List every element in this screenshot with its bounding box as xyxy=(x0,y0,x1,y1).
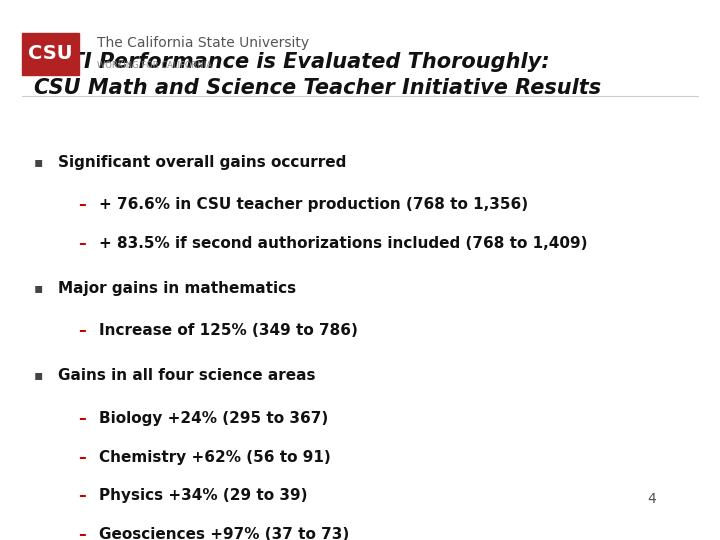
Text: –: – xyxy=(78,488,86,503)
Text: –: – xyxy=(78,411,86,426)
Text: Geosciences +97% (37 to 73): Geosciences +97% (37 to 73) xyxy=(99,527,349,540)
Text: Major gains in mathematics: Major gains in mathematics xyxy=(58,281,296,296)
Text: Biology +24% (295 to 367): Biology +24% (295 to 367) xyxy=(99,411,328,426)
Text: –: – xyxy=(78,198,86,212)
Text: ▪: ▪ xyxy=(34,281,43,295)
Text: –: – xyxy=(78,449,86,464)
Text: Increase of 125% (349 to 786): Increase of 125% (349 to 786) xyxy=(99,323,358,339)
Text: + 83.5% if second authorizations included (768 to 1,409): + 83.5% if second authorizations include… xyxy=(99,236,588,251)
Text: –: – xyxy=(78,323,86,339)
Text: ▪: ▪ xyxy=(34,368,43,382)
FancyBboxPatch shape xyxy=(22,33,79,75)
Text: WORKING FOR CALIFORNIA: WORKING FOR CALIFORNIA xyxy=(97,61,212,70)
Text: ▪: ▪ xyxy=(34,155,43,169)
Text: 4: 4 xyxy=(647,492,656,507)
Text: CSU: CSU xyxy=(28,44,73,63)
Text: Physics +34% (29 to 39): Physics +34% (29 to 39) xyxy=(99,488,307,503)
Text: Significant overall gains occurred: Significant overall gains occurred xyxy=(58,155,346,170)
Text: –: – xyxy=(78,527,86,540)
Text: –: – xyxy=(78,236,86,251)
Text: Chemistry +62% (56 to 91): Chemistry +62% (56 to 91) xyxy=(99,449,330,464)
Text: The California State University: The California State University xyxy=(97,36,310,50)
Text: MSTI Performance is Evaluated Thoroughly:
CSU Math and Science Teacher Initiativ: MSTI Performance is Evaluated Thoroughly… xyxy=(34,52,601,98)
Text: Gains in all four science areas: Gains in all four science areas xyxy=(58,368,315,383)
Text: + 76.6% in CSU teacher production (768 to 1,356): + 76.6% in CSU teacher production (768 t… xyxy=(99,198,528,212)
